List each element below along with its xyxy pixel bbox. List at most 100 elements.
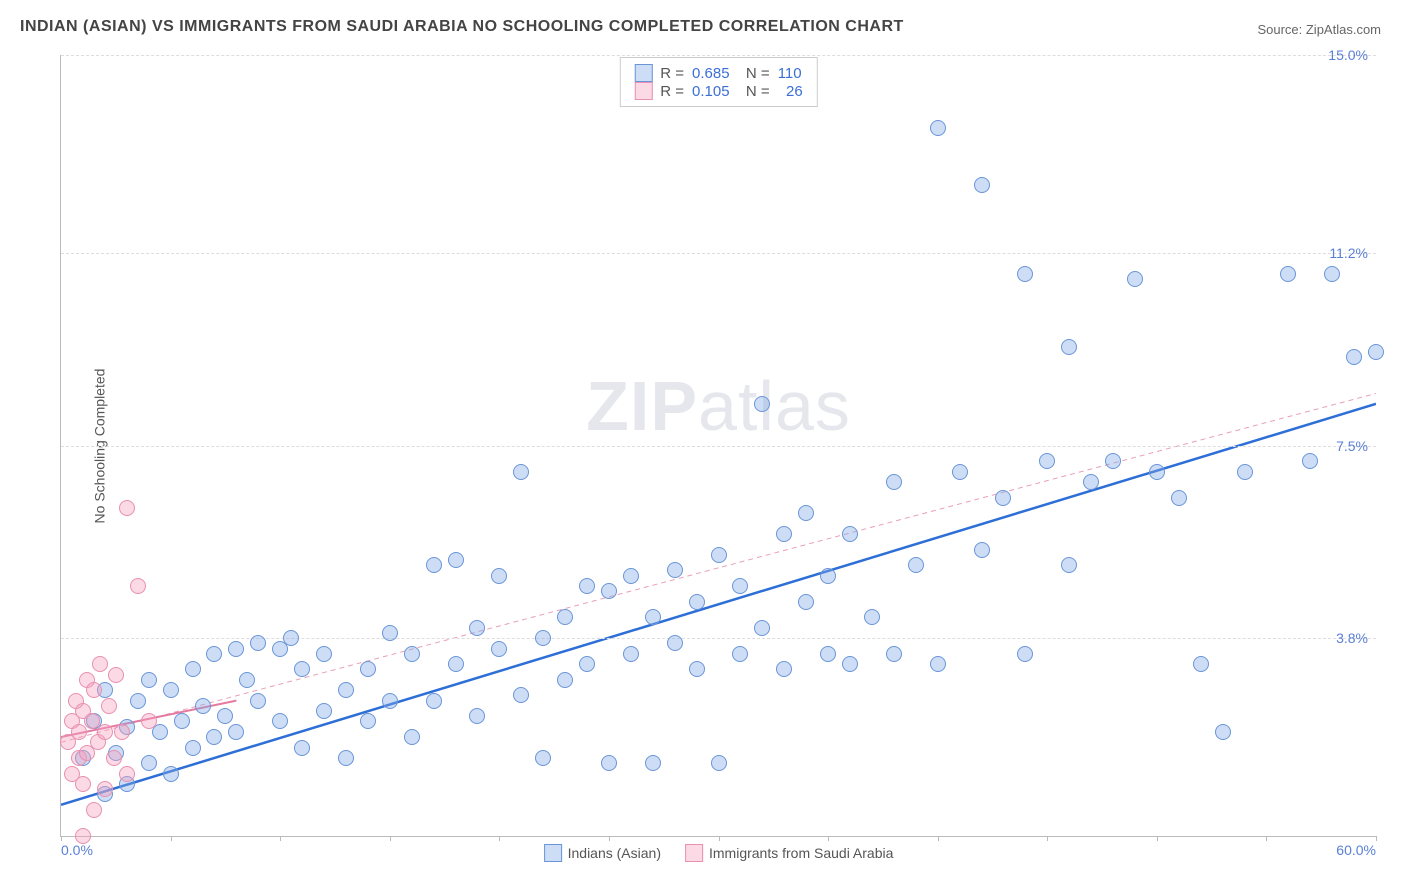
scatter-point — [1280, 266, 1296, 282]
stat-value: 110 — [778, 65, 802, 82]
scatter-point — [732, 646, 748, 662]
scatter-point — [798, 505, 814, 521]
gridline — [61, 55, 1376, 56]
swatch-icon — [544, 844, 562, 862]
scatter-point — [448, 552, 464, 568]
legend-label: Immigrants from Saudi Arabia — [709, 845, 893, 861]
legend-series: Indians (Asian) Immigrants from Saudi Ar… — [544, 844, 894, 862]
scatter-point — [930, 656, 946, 672]
stat-value: 0.685 — [692, 65, 730, 82]
stat-label: N = — [738, 83, 770, 100]
x-tick-mark — [1157, 836, 1158, 841]
scatter-point — [645, 609, 661, 625]
scatter-point — [130, 578, 146, 594]
x-tick-mark — [609, 836, 610, 841]
scatter-point — [995, 490, 1011, 506]
scatter-point — [601, 755, 617, 771]
scatter-point — [185, 661, 201, 677]
scatter-point — [86, 802, 102, 818]
scatter-point — [316, 703, 332, 719]
legend-label: Indians (Asian) — [568, 845, 661, 861]
scatter-point — [469, 620, 485, 636]
stat-value: 0.105 — [692, 83, 730, 100]
scatter-point — [1368, 344, 1384, 360]
scatter-point — [75, 776, 91, 792]
scatter-point — [491, 568, 507, 584]
scatter-point — [217, 708, 233, 724]
scatter-point — [404, 646, 420, 662]
scatter-point — [283, 630, 299, 646]
scatter-point — [382, 693, 398, 709]
scatter-point — [141, 672, 157, 688]
chart-title: INDIAN (ASIAN) VS IMMIGRANTS FROM SAUDI … — [20, 18, 904, 36]
scatter-point — [645, 755, 661, 771]
source-label: Source: ZipAtlas.com — [1257, 22, 1381, 37]
scatter-point — [338, 682, 354, 698]
scatter-point — [360, 713, 376, 729]
scatter-point — [106, 750, 122, 766]
scatter-point — [119, 766, 135, 782]
scatter-point — [1061, 557, 1077, 573]
scatter-point — [75, 828, 91, 844]
scatter-point — [623, 646, 639, 662]
scatter-point — [908, 557, 924, 573]
scatter-point — [206, 729, 222, 745]
x-tick-mark — [61, 836, 62, 841]
scatter-point — [174, 713, 190, 729]
stat-label: R = — [660, 83, 684, 100]
scatter-point — [491, 641, 507, 657]
scatter-point — [1193, 656, 1209, 672]
scatter-point — [535, 750, 551, 766]
scatter-point — [689, 661, 705, 677]
scatter-point — [316, 646, 332, 662]
swatch-icon — [634, 82, 652, 100]
x-tick-mark — [1047, 836, 1048, 841]
x-tick-mark — [1266, 836, 1267, 841]
x-tick-mark — [499, 836, 500, 841]
scatter-point — [1061, 339, 1077, 355]
scatter-point — [101, 698, 117, 714]
scatter-point — [1237, 464, 1253, 480]
scatter-point — [754, 620, 770, 636]
scatter-point — [579, 656, 595, 672]
scatter-point — [886, 646, 902, 662]
scatter-point — [1302, 453, 1318, 469]
scatter-point — [97, 724, 113, 740]
stat-value: 26 — [778, 83, 803, 100]
x-tick-mark — [1376, 836, 1377, 841]
y-tick-label: 3.8% — [1336, 630, 1368, 646]
scatter-point — [864, 609, 880, 625]
scatter-point — [689, 594, 705, 610]
scatter-point — [667, 562, 683, 578]
x-tick-min: 0.0% — [61, 842, 93, 858]
y-tick-label: 15.0% — [1328, 47, 1368, 63]
scatter-point — [513, 464, 529, 480]
scatter-point — [294, 740, 310, 756]
scatter-point — [1171, 490, 1187, 506]
x-tick-mark — [719, 836, 720, 841]
scatter-point — [426, 693, 442, 709]
y-tick-label: 11.2% — [1329, 245, 1368, 261]
scatter-point — [448, 656, 464, 672]
stat-label: N = — [738, 65, 770, 82]
legend-item: Immigrants from Saudi Arabia — [685, 844, 893, 862]
scatter-point — [239, 672, 255, 688]
gridline — [61, 253, 1376, 254]
x-tick-mark — [938, 836, 939, 841]
scatter-point — [108, 667, 124, 683]
scatter-point — [974, 177, 990, 193]
y-tick-label: 7.5% — [1336, 438, 1368, 454]
scatter-point — [141, 755, 157, 771]
scatter-point — [360, 661, 376, 677]
legend-item: Indians (Asian) — [544, 844, 661, 862]
scatter-point — [557, 672, 573, 688]
scatter-point — [842, 656, 858, 672]
scatter-point — [250, 635, 266, 651]
scatter-point — [513, 687, 529, 703]
scatter-point — [228, 641, 244, 657]
scatter-point — [579, 578, 595, 594]
scatter-point — [469, 708, 485, 724]
x-tick-max: 60.0% — [1336, 842, 1376, 858]
scatter-point — [141, 713, 157, 729]
scatter-point — [228, 724, 244, 740]
